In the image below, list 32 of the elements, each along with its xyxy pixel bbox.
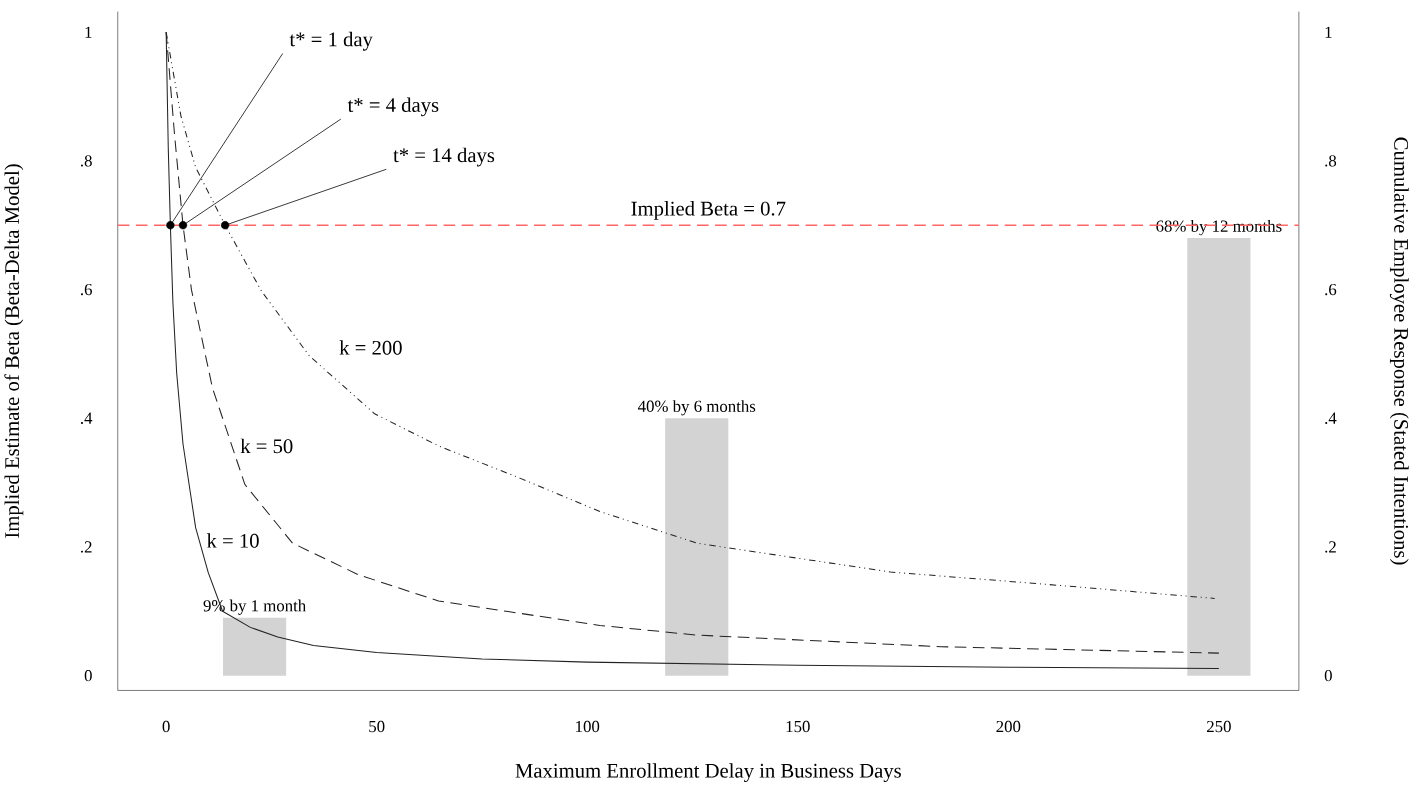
x-tick-label: 50 — [369, 720, 385, 733]
bar — [1187, 237, 1251, 676]
y-tick-label: .8 — [80, 155, 92, 167]
x-tick-label: 0 — [162, 720, 170, 733]
y2-tick-label: .6 — [1325, 283, 1337, 296]
x-tick-label: 250 — [1207, 720, 1231, 733]
y-tick-label: .6 — [80, 283, 92, 296]
series-label: k = 10 — [206, 533, 259, 548]
annotation: t* = 1 day — [289, 31, 373, 51]
series-label: k = 200 — [339, 340, 402, 355]
bar — [665, 418, 729, 676]
y2-tick-label: .8 — [1325, 155, 1337, 167]
y2-tick-label: .2 — [1325, 541, 1336, 553]
y-tick-label: .4 — [80, 412, 93, 424]
x-axis-title: Maximum Enrollment Delay in Business Days — [515, 763, 901, 782]
y2-tick-label: 1 — [1325, 26, 1332, 38]
y-axis-title: Implied Estimate of Beta (Beta-Delta Model) — [4, 164, 24, 538]
x-tick-label: 100 — [576, 720, 600, 733]
series-label: k = 50 — [240, 438, 293, 454]
y2-tick-label: .4 — [1325, 412, 1337, 424]
y2-axis-title: Cumulative Employee Response (Stated Intentions) — [1389, 137, 1409, 565]
y-tick-label: .2 — [80, 541, 92, 553]
x-tick-label: 150 — [786, 720, 810, 733]
annotation: t* = 14 days — [393, 147, 495, 167]
bar — [223, 617, 287, 676]
data-label: 40% by 6 months — [637, 400, 756, 416]
y-tick-label: 1 — [85, 26, 92, 38]
y2-tick-label: 0 — [1324, 669, 1332, 682]
ref-line-label: Implied Beta = 0.7 — [631, 200, 786, 220]
y-tick-label: 0 — [84, 669, 92, 682]
annotation: t* = 4 days — [347, 97, 439, 117]
x-tick-label: 200 — [996, 720, 1021, 733]
